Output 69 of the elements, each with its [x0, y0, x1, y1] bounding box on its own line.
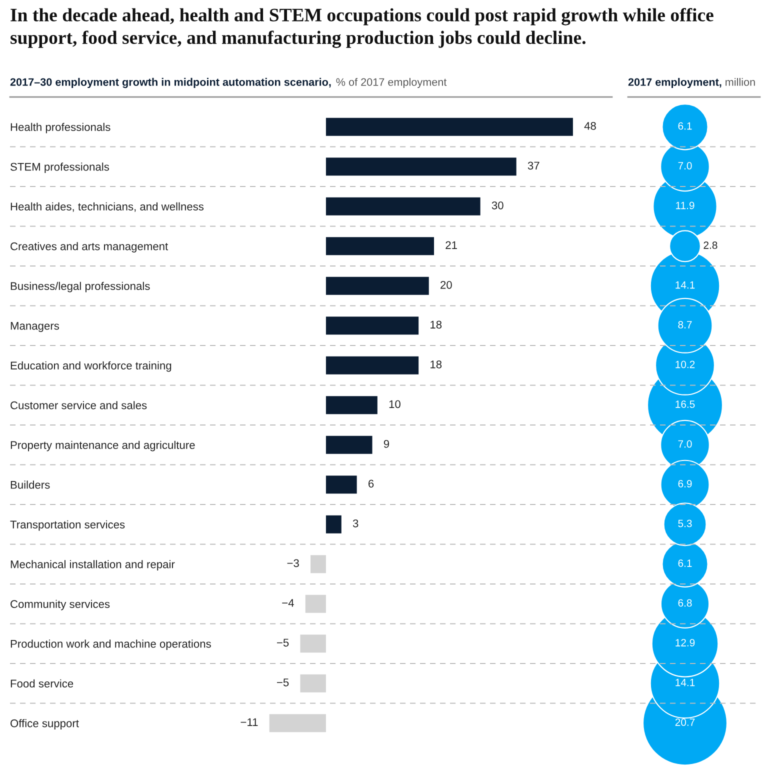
y-tick-label: Builders — [10, 480, 50, 489]
data-label: −11 — [240, 718, 258, 726]
data-label: 5.3 — [678, 520, 692, 528]
data-label: 6.1 — [678, 122, 692, 130]
data-label: 6.9 — [678, 480, 692, 488]
data-label: 20 — [440, 280, 452, 289]
chart-title: In the decade ahead, health and STEM occupations could post rapid growth while office support, food service, and manufacturing production jobs could decline. — [10, 8, 714, 48]
bar — [326, 118, 573, 136]
data-label: 10.2 — [676, 360, 695, 368]
data-label: 6.8 — [678, 599, 692, 607]
y-tick-label: Mechanical installation and repair — [10, 560, 175, 570]
data-label: 18 — [430, 360, 442, 368]
bar — [326, 515, 342, 534]
data-label: 37 — [528, 162, 540, 170]
data-label: 21 — [446, 241, 457, 249]
data-label: −4 — [282, 599, 294, 607]
text: 2017 employment, — [628, 78, 722, 88]
bar — [326, 276, 429, 295]
data-label: 2.8 — [704, 242, 718, 249]
data-label: 7.0 — [678, 440, 692, 448]
data-label: 10 — [389, 400, 400, 408]
y-tick-label: Property maintenance and agriculture — [10, 440, 195, 452]
data-label: 7.0 — [678, 162, 692, 170]
bar — [326, 356, 419, 374]
data-label: 12.9 — [676, 639, 695, 646]
data-label: 9 — [384, 440, 390, 448]
y-tick-label: Customer service and sales — [10, 401, 147, 410]
x-axis-title: % of 2017 employment — [336, 78, 447, 88]
bar — [326, 237, 434, 256]
text: 2017–30 employment growth in midpoint automation scenario, — [10, 78, 331, 88]
data-label: 20.7 — [675, 718, 695, 726]
bar — [305, 594, 326, 613]
text: million — [726, 78, 755, 86]
y-tick-label: Production work and machine operations — [10, 640, 211, 650]
bar — [326, 197, 480, 216]
bar — [326, 316, 419, 335]
bar — [326, 436, 372, 454]
y-tick-label: Health professionals — [10, 122, 110, 134]
data-label: 30 — [492, 201, 504, 210]
data-label: 3 — [352, 519, 358, 528]
data-label: 6 — [368, 480, 374, 488]
bar — [326, 476, 357, 494]
data-label: 18 — [430, 320, 442, 329]
data-label: 48 — [584, 122, 596, 130]
y-tick-label: Food service — [10, 679, 74, 688]
data-label: 11.9 — [676, 202, 694, 210]
bar — [300, 674, 326, 692]
bar — [326, 158, 516, 176]
data-label: 8.7 — [678, 321, 692, 328]
data-label: −5 — [277, 638, 289, 647]
bar — [326, 396, 378, 414]
y-tick-label: Community services — [10, 600, 110, 610]
data-label: 6.1 — [678, 560, 692, 567]
y-tick-label: Managers — [10, 322, 60, 332]
data-label: −5 — [277, 678, 289, 686]
y-tick-label: Office support — [10, 719, 79, 730]
data-label: −3 — [287, 559, 299, 568]
data-label: 14.1 — [676, 281, 695, 289]
bar — [310, 555, 326, 574]
y-tick-label: Education and workforce training — [10, 361, 172, 372]
y-tick-label: Business/legal professionals — [10, 282, 150, 292]
y-tick-label: Health aides, technicians, and wellness — [10, 202, 204, 212]
data-label: 16.5 — [676, 400, 695, 408]
bar — [300, 634, 326, 653]
data-label: 14.1 — [676, 678, 695, 686]
y-tick-label: Transportation services — [10, 520, 125, 531]
y-tick-label: Creatives and arts management — [10, 242, 168, 252]
bar — [269, 714, 326, 732]
y-tick-label: STEM professionals — [10, 162, 110, 173]
